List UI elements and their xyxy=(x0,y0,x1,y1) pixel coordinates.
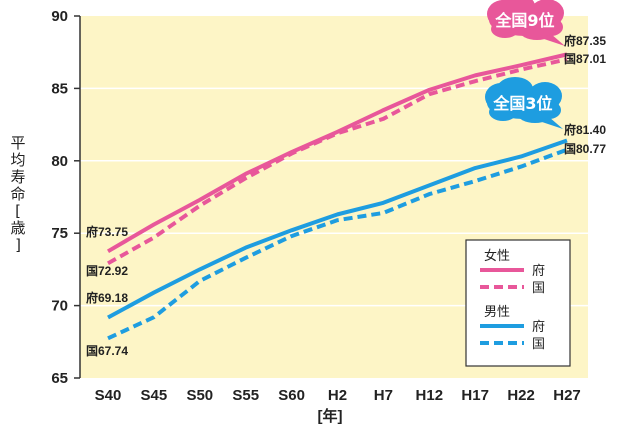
legend-group-title: 女性 xyxy=(484,248,510,264)
value-annotation: 府87.35 xyxy=(564,33,606,48)
value-annotation: 府73.75 xyxy=(86,224,128,239)
y-axis-ticks: 65 70 75 80 85 90 xyxy=(51,8,81,387)
callout-bubble: 全国9位 xyxy=(487,0,565,46)
series-line-3 xyxy=(107,147,568,341)
value-annotation: 府81.40 xyxy=(564,122,606,137)
legend-group-title: 男性 xyxy=(484,305,510,320)
x-tick-label: S45 xyxy=(141,387,168,404)
x-axis-title: [年] xyxy=(318,407,343,425)
x-tick-label: H7 xyxy=(374,387,393,404)
series-line-1 xyxy=(107,57,568,266)
x-tick-label: S60 xyxy=(278,387,305,404)
callout-label: 全国9位 xyxy=(494,11,554,30)
y-tick-label: 80 xyxy=(51,153,68,170)
series-line-0 xyxy=(106,52,568,254)
legend-item-label: 府 xyxy=(532,320,545,335)
x-tick-label: S40 xyxy=(95,387,122,404)
series-line-2 xyxy=(107,138,568,320)
y-tick-label: 65 xyxy=(51,370,68,387)
y-tick-label: 70 xyxy=(51,298,68,315)
x-tick-label: H12 xyxy=(416,387,444,404)
x-tick-label: S55 xyxy=(232,387,259,404)
callout-tail xyxy=(541,34,565,46)
value-annotations: 府73.75 国72.92 府69.18 国67.74 府87.35 国87.01 府81.… xyxy=(86,33,606,358)
callout-tail xyxy=(539,117,563,129)
value-annotation: 国72.92 xyxy=(86,264,128,278)
callout-shape xyxy=(491,20,519,38)
legend-item-label: 国 xyxy=(532,337,545,352)
x-tick-label: H2 xyxy=(328,387,347,404)
series-lines xyxy=(106,52,568,341)
x-tick-label: S50 xyxy=(186,387,213,404)
y-tick-label: 90 xyxy=(51,8,68,25)
legend-item-label: 国 xyxy=(532,281,545,296)
callout-shape xyxy=(497,77,533,101)
y-axis-title: 平均寿命[歳] xyxy=(10,134,26,254)
value-annotation: 国87.01 xyxy=(564,52,606,66)
legend-item-label: 府 xyxy=(532,264,545,279)
legend-box xyxy=(465,239,571,367)
callout-shape xyxy=(489,103,517,121)
value-annotation: 国80.77 xyxy=(564,142,606,156)
callout-bubble: 全国3位 xyxy=(485,77,563,129)
value-annotation: 府69.18 xyxy=(86,290,128,305)
x-tick-label: H27 xyxy=(553,387,581,404)
callout-shape xyxy=(539,18,563,36)
callout-label: 全国3位 xyxy=(492,94,552,113)
value-annotation: 国67.74 xyxy=(86,344,128,358)
y-tick-label: 85 xyxy=(51,80,68,97)
x-tick-label: H17 xyxy=(461,387,489,404)
callout-shape xyxy=(499,0,535,18)
callout-shape xyxy=(537,101,561,119)
y-tick-label: 75 xyxy=(51,225,68,242)
x-axis-ticks: S40 S45 S50 S55 S60 H2 H7 H12 H17 H22 H27 xyxy=(95,387,581,404)
x-tick-label: H22 xyxy=(507,387,535,404)
